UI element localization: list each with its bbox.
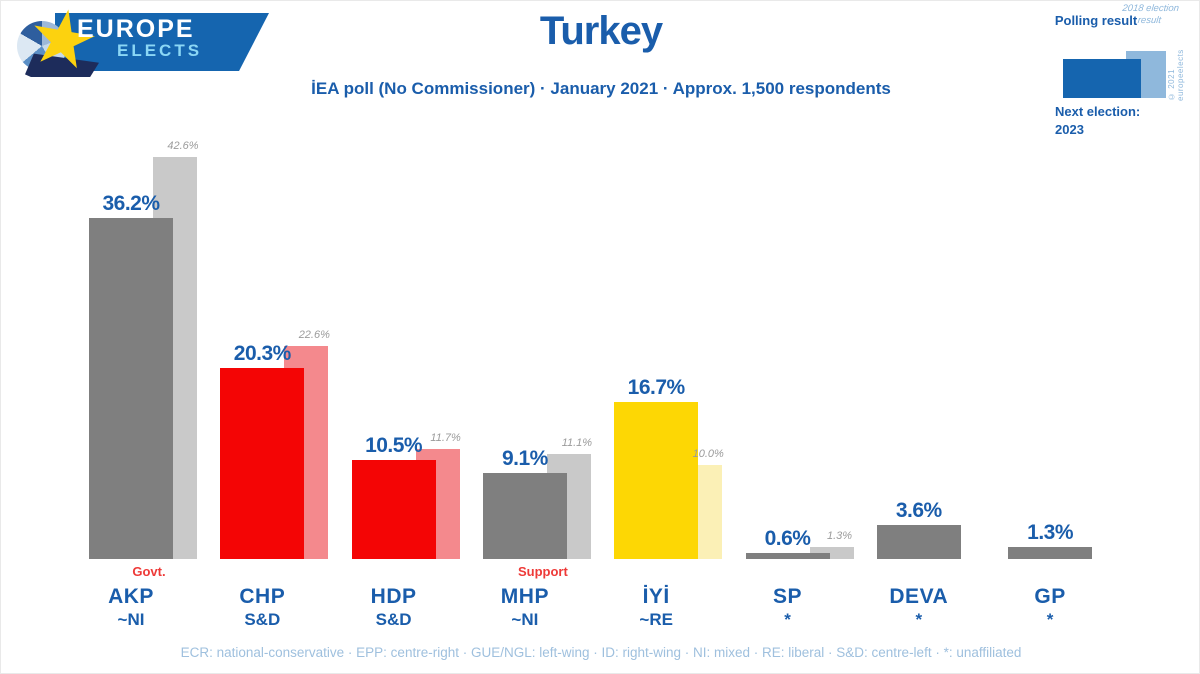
chart-subtitle: İEA poll (No Commissioner) · January 202… xyxy=(311,79,891,98)
poll-value-label: 3.6% xyxy=(895,499,942,523)
poll-value-label: 9.1% xyxy=(501,447,548,471)
logo-text-elects: ELECTS xyxy=(117,41,203,60)
party-group-label: ~NI xyxy=(117,610,145,629)
group-legend-footer: ECR: national-conservative · EPP: centre… xyxy=(180,645,1022,660)
party-tag-label: Govt. xyxy=(132,564,166,579)
party-group-label: * xyxy=(784,610,791,629)
legend-next-election: Next election: 2023 xyxy=(1055,103,1140,138)
poll-value-label: 1.3% xyxy=(1027,520,1074,544)
chart-title: Turkey xyxy=(539,9,663,53)
poll-bar-HDP xyxy=(351,459,436,559)
poll-value-label: 10.5% xyxy=(365,433,423,457)
election-value-label: 1.3% xyxy=(826,529,853,542)
party-name-label: HDP xyxy=(370,585,417,608)
party-tag-label: Support xyxy=(517,564,568,579)
poll-value-label: 20.3% xyxy=(233,341,292,365)
election-value-label: 11.1% xyxy=(561,437,593,450)
party-name-label: İYİ xyxy=(642,585,670,608)
poll-bar-SP xyxy=(745,553,830,559)
europe-elects-logo: EUROPE ELECTS xyxy=(15,7,275,79)
poll-bar-İYİ xyxy=(614,401,699,559)
poll-value-label: 16.7% xyxy=(627,375,686,399)
election-value-label: 11.7% xyxy=(430,431,461,444)
election-value-label: 22.6% xyxy=(298,328,330,341)
party-group-label: ~NI xyxy=(511,610,539,629)
party-group-label: * xyxy=(915,610,923,629)
party-name-label: GP xyxy=(1034,585,1066,608)
party-name-label: DEVA xyxy=(889,585,949,608)
poll-bar-CHP xyxy=(220,367,305,559)
party-name-label: MHP xyxy=(500,585,549,608)
party-group-label: S&D xyxy=(244,610,281,629)
logo-banner xyxy=(55,13,269,71)
party-group-label: S&D xyxy=(375,610,412,629)
poll-value-label: 0.6% xyxy=(764,527,811,551)
party-name-label: CHP xyxy=(239,585,286,608)
legend-polling-swatch xyxy=(1063,59,1141,98)
election-value-label: 10.0% xyxy=(692,447,724,460)
party-name-label: SP xyxy=(772,585,802,608)
legend-polling-label: Polling result xyxy=(1054,13,1138,28)
election-value-label: 42.6% xyxy=(167,140,199,153)
poll-bar-DEVA xyxy=(876,525,961,559)
next-election-year: 2023 xyxy=(1055,121,1084,137)
poll-value-label: 36.2% xyxy=(102,191,160,215)
poll-bar-AKP xyxy=(89,217,173,559)
logo-text-europe: EUROPE xyxy=(77,15,195,43)
party-group-label: * xyxy=(1046,610,1054,629)
party-group-label: ~RE xyxy=(639,610,673,629)
next-election-label: Next election: xyxy=(1055,104,1141,119)
poll-bar-MHP xyxy=(482,473,567,559)
party-name-label: AKP xyxy=(108,585,154,608)
chart-legend: Polling result 2018 election result Next… xyxy=(1031,1,1199,151)
poll-bar-GP xyxy=(1008,546,1093,559)
